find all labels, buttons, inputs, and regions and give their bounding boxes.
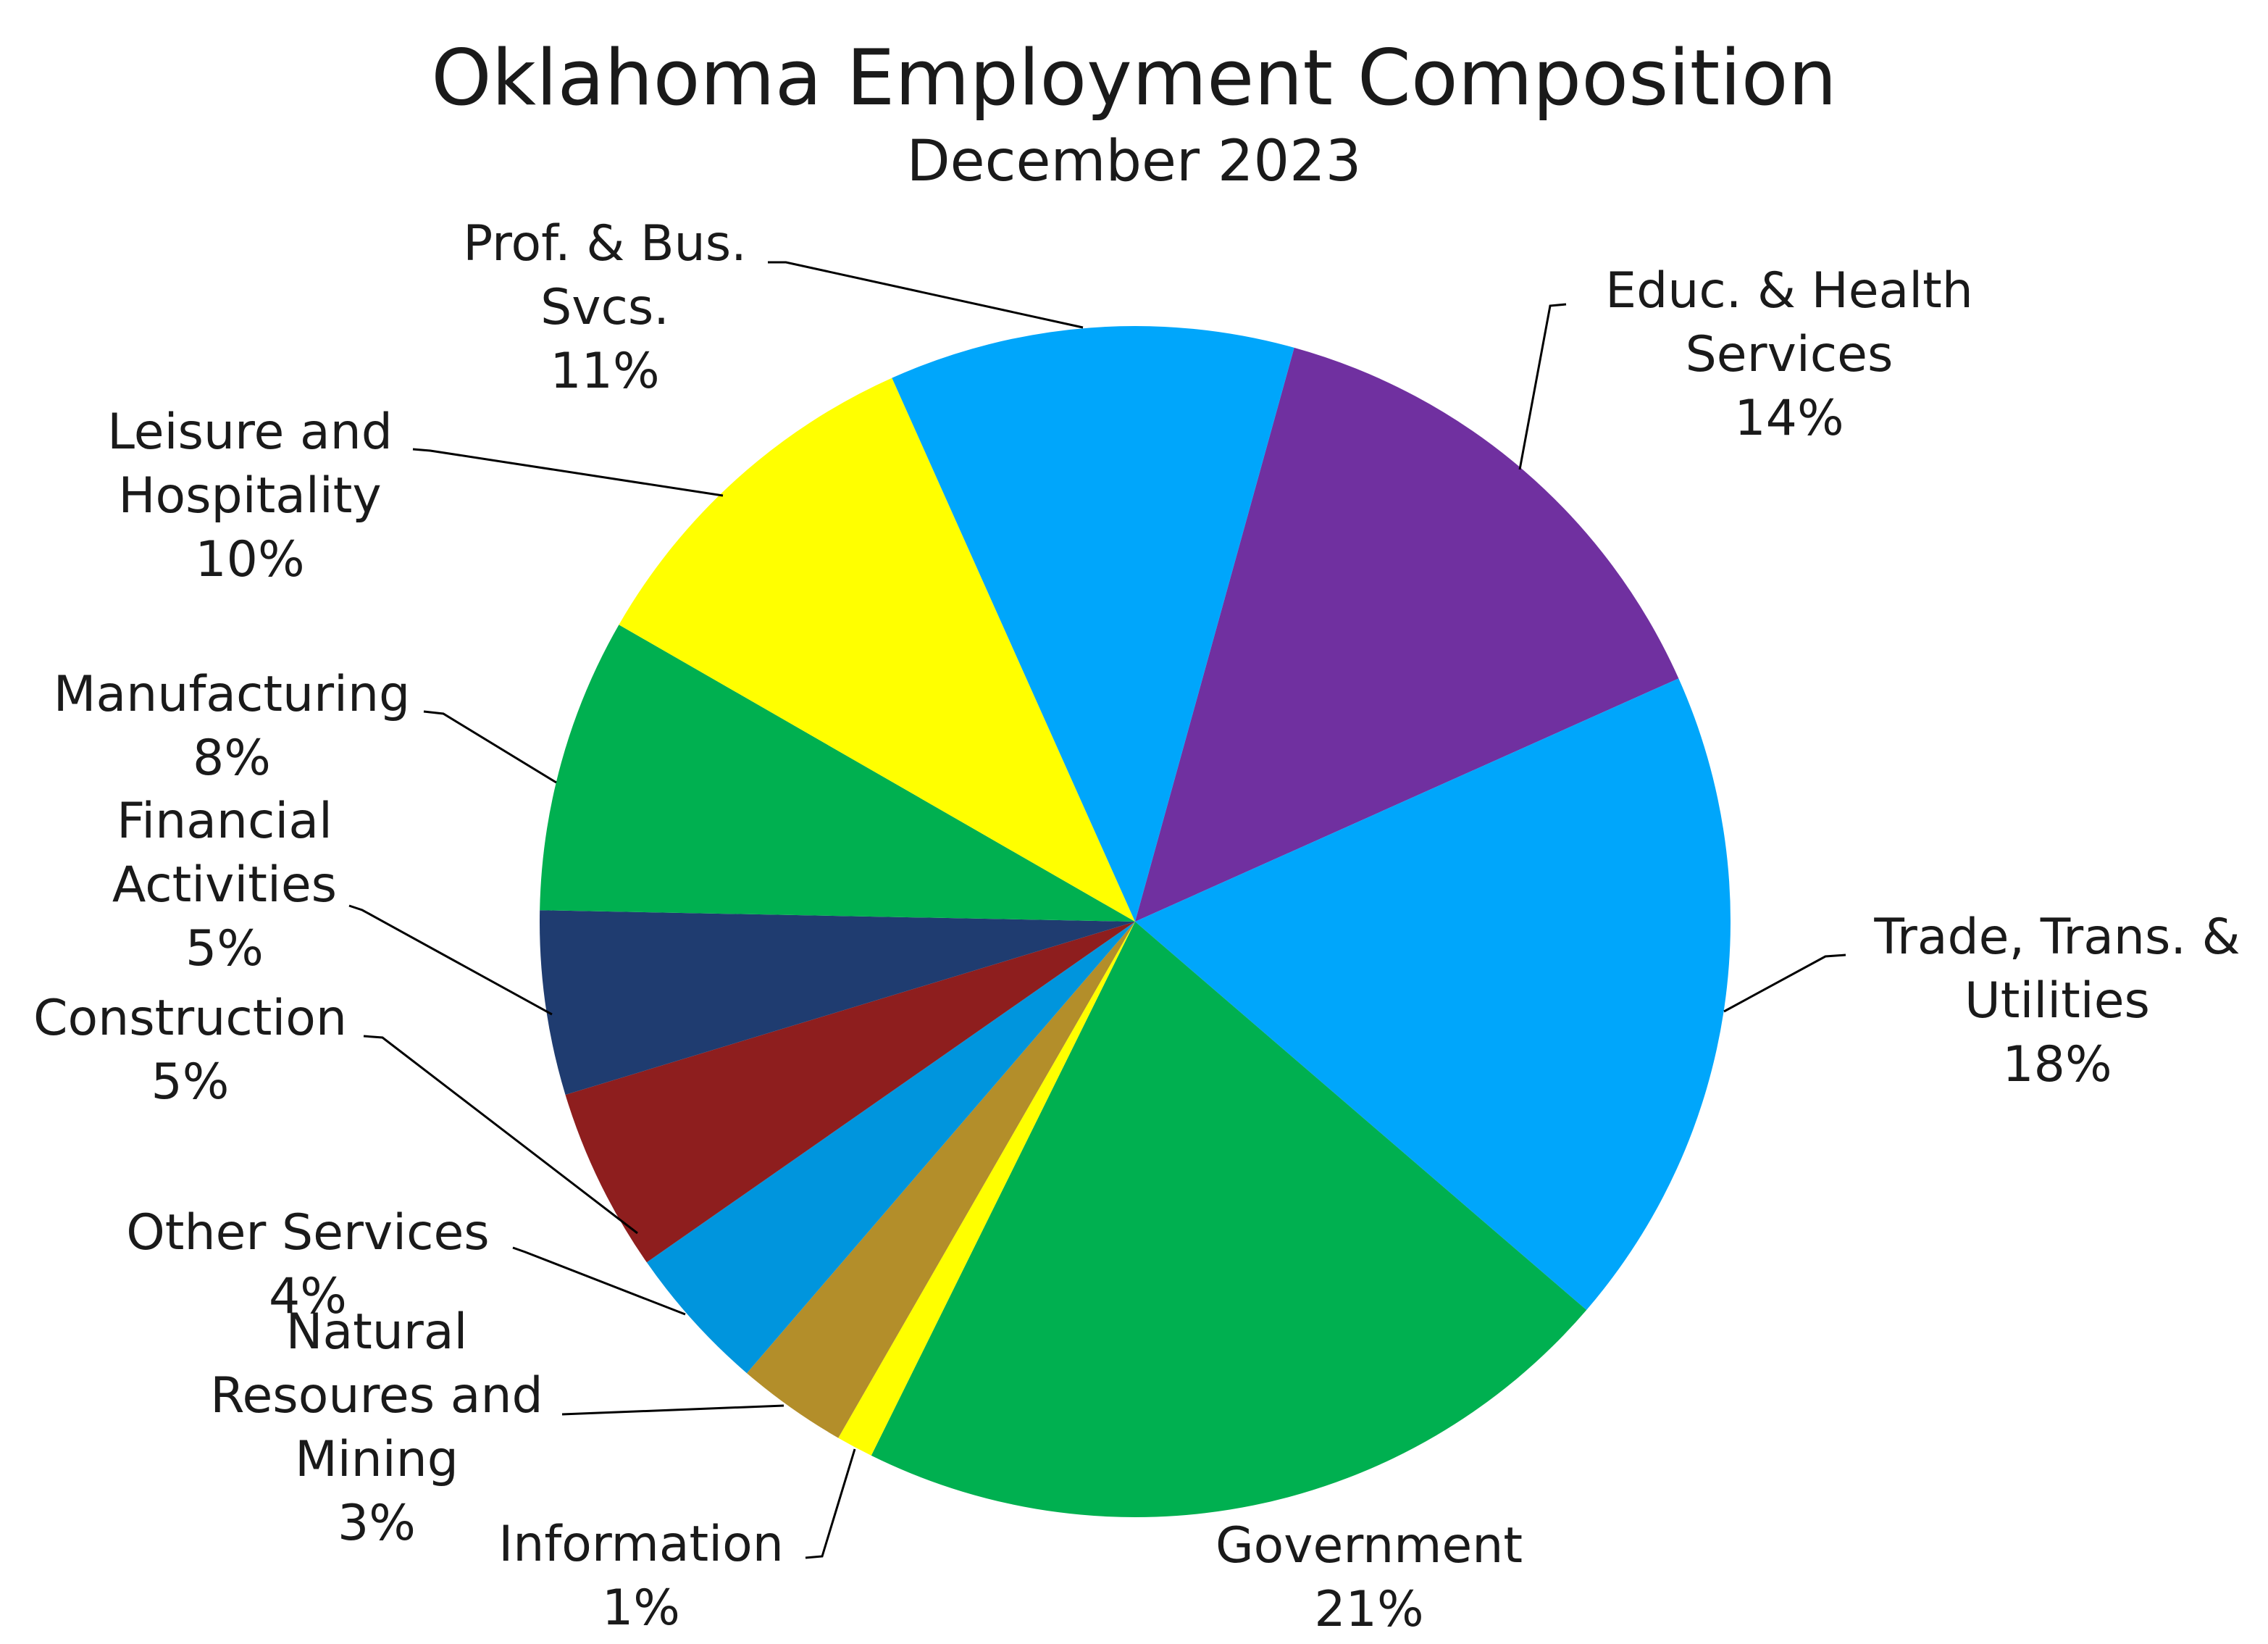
pie-slice-leisure-and-hospitality [619, 377, 1135, 922]
pie-slice-prof-bus-svcs [892, 326, 1294, 922]
leader-natural-resources [561, 1404, 784, 1416]
slice-label-natural-resources-mining: Natural Resoures and Mining 3% [210, 1303, 543, 1552]
pie-slice-educ-health-services [1135, 347, 1679, 922]
slice-label-construction: Construction 5% [33, 990, 347, 1111]
leader-leisure [412, 448, 724, 497]
leader-educ-health [1518, 303, 1567, 470]
pie-slice-government [871, 922, 1587, 1517]
leader-other-services [512, 1246, 686, 1316]
leader-construction [363, 1035, 638, 1235]
slice-label-financial-activities: Financial Activities 5% [112, 793, 338, 977]
pie-slice-trade-trans-utilities [1135, 678, 1731, 1311]
slice-label-information: Information 1% [498, 1516, 784, 1637]
pie-slice-natural-resoures-and-mining [746, 922, 1135, 1438]
leader-financial [348, 904, 553, 1016]
pie-slice-information [838, 922, 1135, 1456]
slice-label-manufacturing: Manufacturing 8% [53, 666, 411, 787]
leader-trade [1723, 954, 1846, 1013]
slice-label-government: Government 21% [1215, 1517, 1523, 1638]
leader-manufacturing [423, 710, 557, 784]
slice-label-leisure-hospitality: Leisure and Hospitality 10% [107, 404, 393, 588]
chart-subtitle: December 2023 [906, 129, 1362, 194]
slice-label-educ-health: Educ. & Health Services 14% [1605, 262, 1973, 447]
leader-prof-bus [768, 261, 1084, 329]
pie-slice-construction [565, 922, 1135, 1263]
pie-slice-manufacturing [540, 625, 1135, 922]
slice-label-trade-trans-utilities: Trade, Trans. & Utilities 18% [1874, 909, 2240, 1093]
leader-information [805, 1448, 856, 1559]
chart-title: Oklahoma Employment Composition [431, 33, 1837, 122]
pie-slice-other-services [646, 922, 1135, 1374]
pie-slice-financial-activities [539, 910, 1135, 1095]
slice-label-other-services: Other Services 4% [126, 1204, 490, 1325]
slice-label-prof-bus-svcs: Prof. & Bus. Svcs. 11% [463, 215, 747, 400]
